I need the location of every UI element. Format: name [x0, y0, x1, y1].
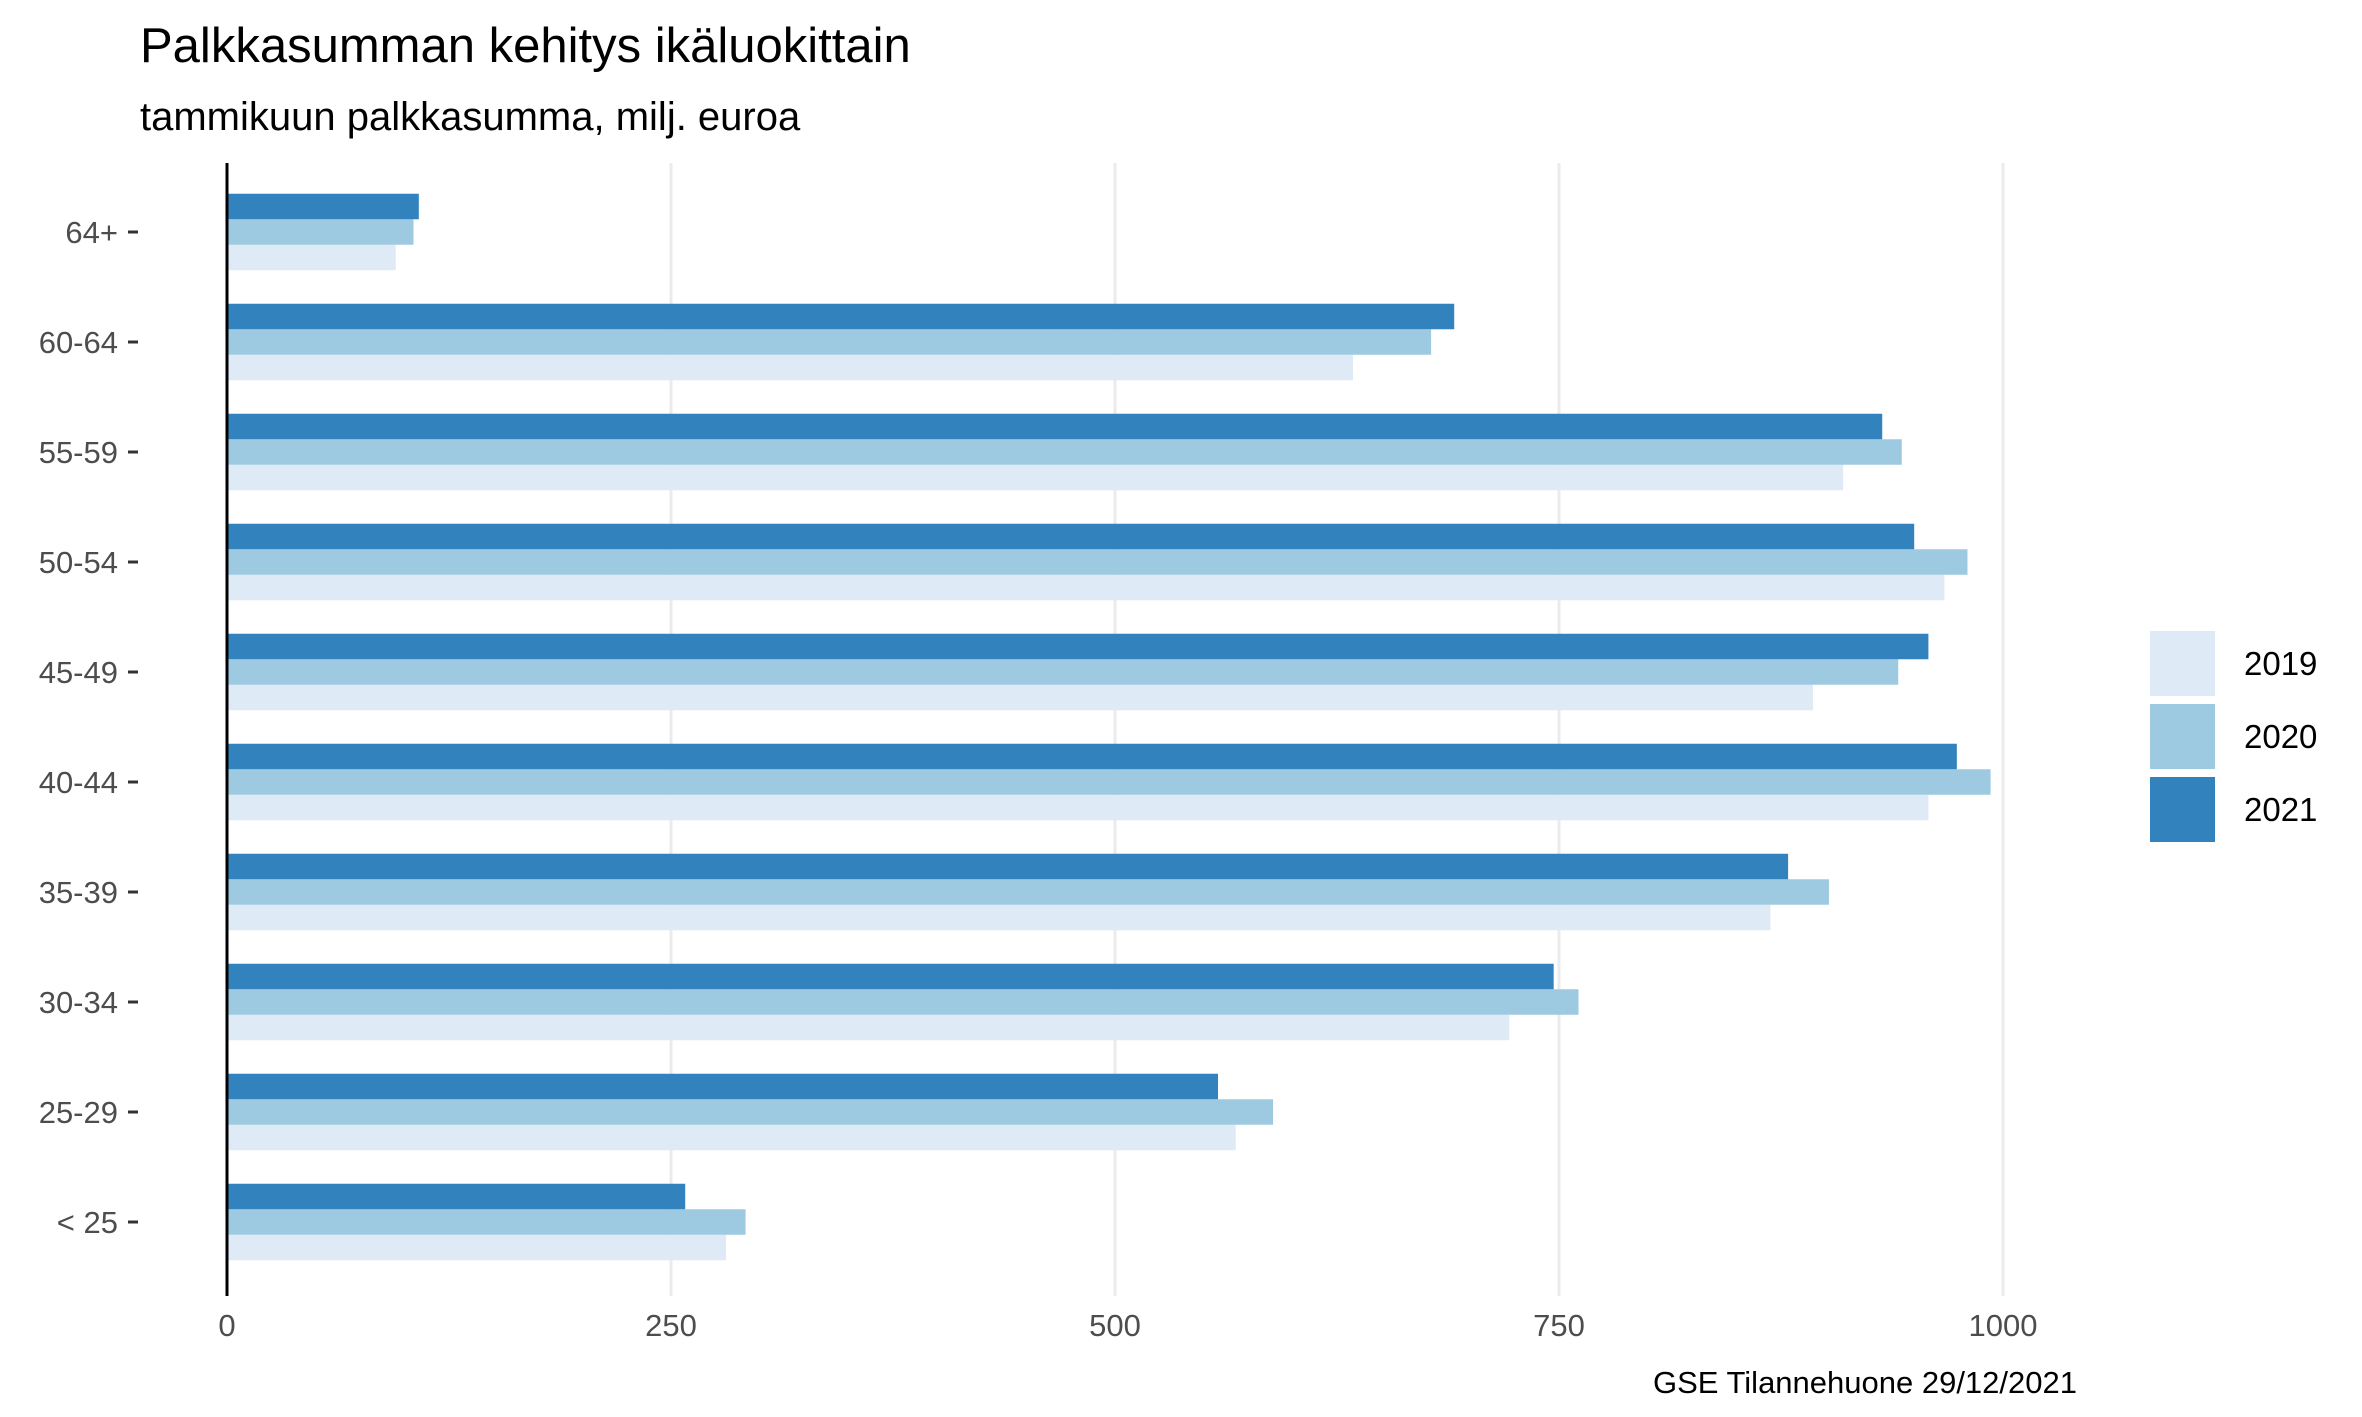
y-tick-label: 30-34: [39, 985, 118, 1020]
bar-2021-3034: [227, 963, 1554, 990]
bar-2020-5559: [227, 439, 1902, 465]
bar-2020-25: [227, 1209, 746, 1235]
legend-swatch-2021: [2150, 777, 2215, 842]
legend-swatch-2019: [2150, 631, 2215, 696]
bar-2020-6064: [227, 329, 1432, 355]
bar-2020-64+: [227, 219, 414, 245]
bar-2019-2529: [227, 1124, 1236, 1151]
bar-2021-3539: [227, 853, 1789, 880]
bar-2019-5054: [227, 574, 1945, 601]
legend: 2019 2020 2021: [2150, 631, 2317, 842]
bar-2020-3034: [227, 989, 1579, 1015]
bar-2021-5054: [227, 523, 1915, 550]
y-tick-label: 45-49: [39, 655, 118, 690]
x-axis-ticks: 0 250 500 750 1000: [218, 1308, 2037, 1343]
x-tick-label: 250: [645, 1308, 697, 1343]
y-axis-ticks: 64+ 60-64 55-59 50-54 45-49 40-44 35-39 30-34 25…: [39, 215, 138, 1240]
y-tick-label: 25-29: [39, 1095, 118, 1130]
bar-2021-64+: [227, 193, 419, 220]
bar-2019-64+: [227, 244, 396, 271]
legend-label-2021: 2021: [2244, 791, 2317, 828]
y-tick-label: 55-59: [39, 435, 118, 470]
bar-2019-5559: [227, 464, 1844, 491]
y-tick-label: 64+: [65, 215, 118, 250]
y-tick-label: 60-64: [39, 325, 118, 360]
bar-2020-4044: [227, 769, 1991, 795]
y-tick-label: < 25: [57, 1205, 118, 1240]
y-tick-label: 50-54: [39, 545, 118, 580]
legend-swatch-2020: [2150, 704, 2215, 769]
bar-2019-25: [227, 1234, 727, 1261]
chart-title: Palkkasumman kehitys ikäluokittain: [140, 19, 911, 73]
chart-subtitle: tammikuun palkkasumma, milj. euroa: [140, 95, 801, 139]
x-tick-label: 500: [1089, 1308, 1141, 1343]
bar-2021-6064: [227, 303, 1455, 330]
bar-2021-4044: [227, 743, 1957, 770]
chart-caption: GSE Tilannehuone 29/12/2021: [1653, 1365, 2077, 1400]
bar-2019-4044: [227, 794, 1929, 821]
legend-label-2019: 2019: [2244, 645, 2317, 682]
bar-2020-2529: [227, 1099, 1274, 1125]
bar-2020-5054: [227, 549, 1968, 575]
x-tick-label: 750: [1533, 1308, 1585, 1343]
bar-2020-4549: [227, 659, 1899, 685]
bar-2021-4549: [227, 633, 1929, 660]
bar-2019-3034: [227, 1014, 1510, 1041]
bar-2021-25: [227, 1183, 686, 1210]
bar-2019-6064: [227, 354, 1353, 381]
bar-2021-2529: [227, 1073, 1219, 1100]
bar-2019-3539: [227, 904, 1771, 931]
bar-2020-3539: [227, 879, 1829, 905]
legend-label-2020: 2020: [2244, 718, 2317, 755]
bar-2019-4549: [227, 684, 1813, 711]
y-tick-label: 40-44: [39, 765, 118, 800]
y-tick-label: 35-39: [39, 875, 118, 910]
bar-2021-5559: [227, 413, 1883, 440]
bars: [227, 193, 1991, 1261]
x-tick-label: 0: [218, 1308, 235, 1343]
x-tick-label: 1000: [1969, 1308, 2038, 1343]
